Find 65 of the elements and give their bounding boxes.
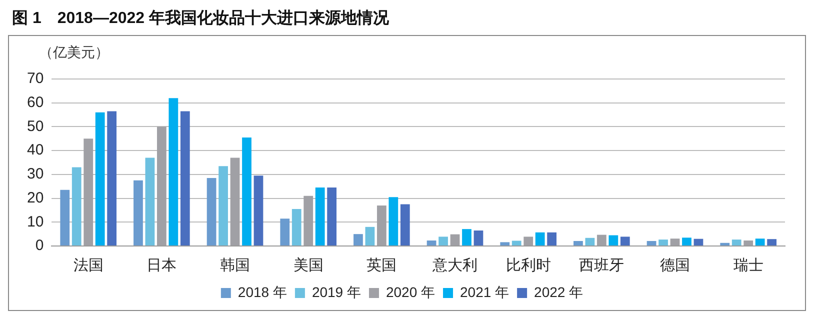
bar [400,204,410,246]
bar [720,242,730,246]
bar [658,240,668,246]
legend-label: 2018 年 [238,284,287,300]
bar [426,240,436,246]
bar [354,234,363,246]
bar [280,218,290,246]
y-tick-label: 60 [26,94,44,111]
bar [327,188,337,246]
bar [620,236,630,246]
y-tick-label: 40 [26,142,44,159]
bar [694,238,704,246]
bar [682,238,692,246]
bar [72,167,82,246]
bar [180,111,190,246]
bar [145,158,155,246]
bar [254,176,264,246]
legend-label: 2020 年 [386,284,436,300]
bar [242,137,252,246]
x-tick-label: 西班牙 [579,257,624,274]
bar [315,188,325,246]
bar [547,232,556,246]
x-tick-label: 英国 [366,257,397,274]
bar [206,178,216,246]
legend-label: 2019 年 [312,284,361,300]
bar [500,242,510,246]
x-tick-label: 瑞士 [733,257,764,274]
bar [95,112,105,246]
bar [134,180,143,246]
y-tick-label: 70 [26,70,44,88]
bar [474,230,484,246]
y-tick-label: 50 [26,118,44,135]
bar [462,229,472,246]
x-tick-label: 比利时 [506,257,551,274]
bar [365,226,375,246]
x-tick-label: 日本 [146,257,177,274]
x-tick-label: 德国 [660,257,690,274]
x-tick-label: 法国 [73,257,104,274]
bar [767,239,776,246]
bar [168,98,178,246]
bar [535,232,545,246]
legend-label: 2022 年 [534,284,584,300]
bar [60,190,70,246]
bar [388,197,398,246]
bar [218,166,228,246]
y-axis-title: （亿美元） [39,44,110,62]
bar [574,240,583,246]
y-tick-label: 0 [35,237,44,254]
bar [646,240,656,246]
y-tick-label: 10 [26,213,44,230]
bar [608,235,618,246]
y-tick-label: 20 [26,189,44,206]
x-tick-label: 韩国 [220,257,250,274]
bar [755,238,765,246]
x-tick-label: 意大利 [432,257,478,274]
bar [585,238,595,246]
x-tick-label: 美国 [293,257,324,274]
bar [107,111,117,246]
y-tick-label: 30 [26,166,44,183]
bar [732,240,742,246]
bar [438,236,448,246]
chart-title: 图 1 2018—2022 年我国化妆品十大进口来源地情况 [12,8,390,29]
bar [512,240,522,246]
legend-label: 2021 年 [460,284,510,300]
bar [292,209,302,246]
